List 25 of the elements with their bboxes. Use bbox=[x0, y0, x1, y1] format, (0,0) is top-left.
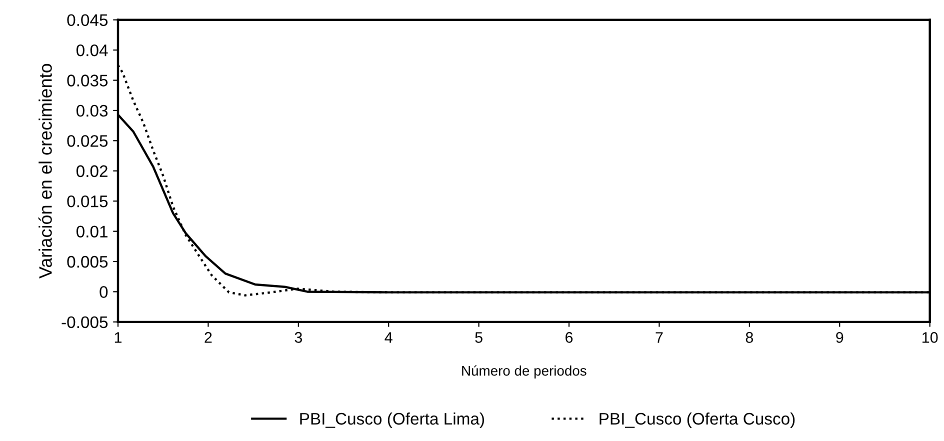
x-tick-label: 2 bbox=[204, 332, 212, 343]
x-tick-label: 9 bbox=[836, 332, 844, 343]
x-axis-title: Número de periodos bbox=[462, 365, 586, 378]
y-tick-label: 0.005 bbox=[67, 256, 108, 268]
x-tick-label: 5 bbox=[475, 332, 482, 343]
y-tick-label: 0.015 bbox=[67, 195, 108, 208]
x-tick-label: 10 bbox=[922, 332, 938, 343]
y-tick-label: 0.01 bbox=[76, 226, 108, 238]
x-tick-label: 8 bbox=[746, 332, 754, 343]
x-tick-label: 7 bbox=[656, 332, 663, 343]
x-tick-label: 4 bbox=[384, 332, 392, 343]
y-tick-label: 0 bbox=[100, 286, 108, 298]
y-tick-label: 0.035 bbox=[67, 74, 108, 86]
x-tick-label: 1 bbox=[114, 332, 122, 343]
x-tick-label: 6 bbox=[566, 332, 573, 343]
x-tick-label: 3 bbox=[294, 332, 302, 343]
y-tick-label: 0.04 bbox=[76, 44, 108, 56]
y-tick-label: 0.025 bbox=[67, 135, 108, 147]
y-axis-title: Variación en el crecimiento bbox=[38, 64, 52, 279]
y-tick-label: 0.045 bbox=[67, 14, 108, 26]
y-tick-label: 0.03 bbox=[76, 104, 108, 117]
y-tick-label: 0.02 bbox=[76, 165, 108, 178]
y-tick-label: -0.005 bbox=[62, 316, 108, 328]
legend-label: PBI_Cusco (Oferta Cusco) bbox=[600, 412, 795, 428]
legend-label: PBI_Cusco (Oferta Lima) bbox=[300, 412, 484, 428]
